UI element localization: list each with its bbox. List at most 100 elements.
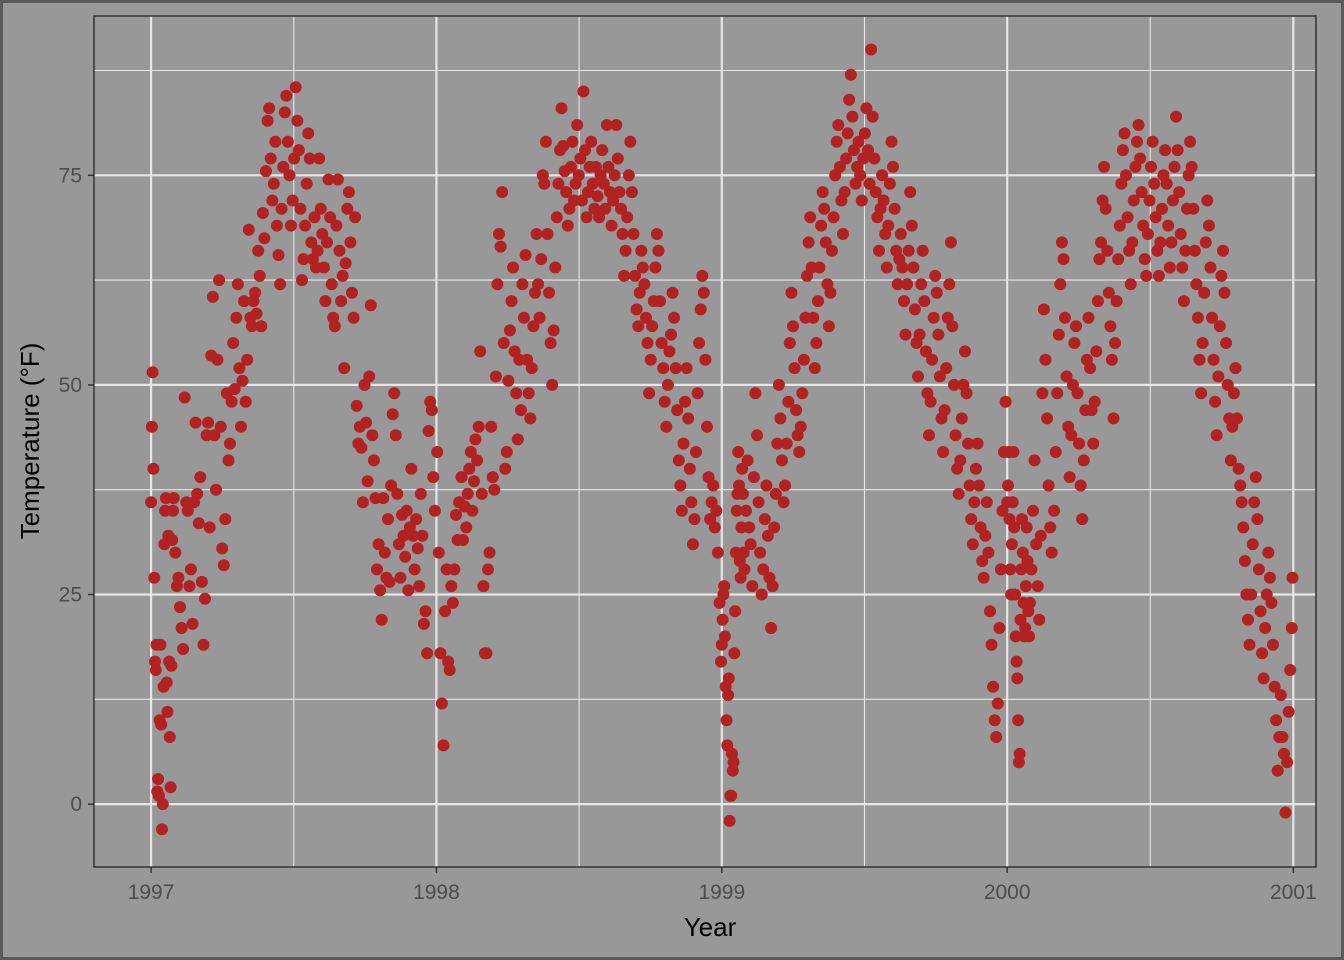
data-point: [361, 475, 374, 488]
data-point: [474, 345, 487, 358]
data-point: [225, 395, 238, 408]
data-point: [555, 102, 568, 115]
data-point: [873, 244, 885, 257]
data-point: [927, 311, 940, 324]
data-point: [768, 521, 781, 534]
data-point: [202, 416, 215, 429]
data-point: [1135, 186, 1148, 199]
data-point: [1168, 160, 1181, 173]
data-point: [810, 337, 823, 349]
data-point: [1063, 471, 1076, 484]
data-point: [305, 236, 318, 249]
data-point: [427, 471, 440, 484]
data-point: [308, 211, 321, 224]
data-point: [324, 211, 337, 224]
data-point: [1166, 194, 1179, 207]
data-point: [394, 571, 407, 584]
data-point: [940, 362, 953, 375]
data-point: [405, 462, 418, 475]
data-point: [776, 454, 788, 467]
data-point: [1052, 328, 1065, 341]
data-point: [855, 194, 868, 207]
data-point: [616, 228, 629, 240]
data-point: [912, 370, 924, 383]
data-point: [624, 135, 637, 148]
data-point: [602, 160, 615, 173]
data-point: [691, 387, 704, 400]
data-point: [181, 504, 194, 517]
data-point: [1034, 529, 1047, 542]
data-point: [913, 328, 926, 341]
x-axis-title: Year: [684, 912, 737, 942]
data-point: [877, 194, 890, 207]
data-point: [804, 211, 817, 224]
data-point: [1270, 714, 1283, 727]
data-point: [1188, 244, 1201, 257]
data-point: [383, 575, 396, 588]
data-point: [685, 496, 698, 509]
data-point: [1033, 613, 1046, 626]
data-point: [524, 412, 537, 425]
data-point: [281, 135, 294, 148]
data-point: [1027, 504, 1039, 517]
data-point: [292, 144, 305, 157]
data-point: [303, 152, 316, 165]
data-point: [1227, 387, 1240, 400]
data-point: [275, 202, 288, 215]
data-point: [837, 228, 849, 240]
data-point: [819, 236, 832, 249]
data-point: [1039, 353, 1052, 366]
data-point: [707, 479, 720, 492]
data-point: [711, 546, 724, 559]
data-point: [1267, 638, 1279, 651]
data-point: [1254, 605, 1267, 618]
data-point: [683, 462, 696, 475]
data-point: [532, 278, 545, 291]
data-point: [749, 387, 762, 400]
data-point: [172, 571, 185, 584]
data-point: [163, 731, 176, 743]
data-point: [946, 320, 959, 333]
data-point: [177, 643, 190, 655]
data-point: [477, 580, 490, 593]
data-point: [1185, 160, 1198, 173]
data-point: [330, 219, 343, 232]
data-point: [1209, 395, 1222, 408]
data-point: [860, 102, 873, 115]
data-point: [665, 328, 677, 341]
data-point: [808, 362, 821, 375]
data-point: [615, 202, 627, 215]
data-point: [1207, 353, 1220, 366]
data-point: [593, 211, 606, 224]
data-point: [1118, 127, 1131, 140]
data-point: [511, 433, 524, 446]
data-point: [1126, 236, 1139, 249]
data-point: [777, 496, 790, 509]
data-point: [413, 580, 426, 593]
data-point: [679, 395, 692, 408]
data-point: [1110, 295, 1123, 308]
data-point: [901, 278, 914, 291]
data-point: [905, 219, 918, 232]
data-point: [586, 177, 599, 190]
data-point: [744, 538, 757, 551]
data-point: [147, 462, 160, 475]
data-point: [269, 135, 282, 148]
data-point: [644, 353, 657, 366]
data-point: [959, 345, 971, 358]
data-point: [686, 538, 699, 551]
data-point: [723, 814, 736, 827]
data-point: [926, 353, 939, 366]
data-point: [1093, 253, 1106, 266]
data-point: [710, 504, 723, 517]
data-point: [830, 135, 843, 148]
data-point: [605, 219, 618, 232]
data-point: [1025, 563, 1038, 576]
data-point: [1176, 261, 1189, 274]
data-point: [866, 110, 879, 123]
data-point: [389, 429, 402, 442]
data-point: [694, 303, 707, 316]
data-point: [434, 647, 447, 660]
data-point: [1009, 630, 1022, 643]
